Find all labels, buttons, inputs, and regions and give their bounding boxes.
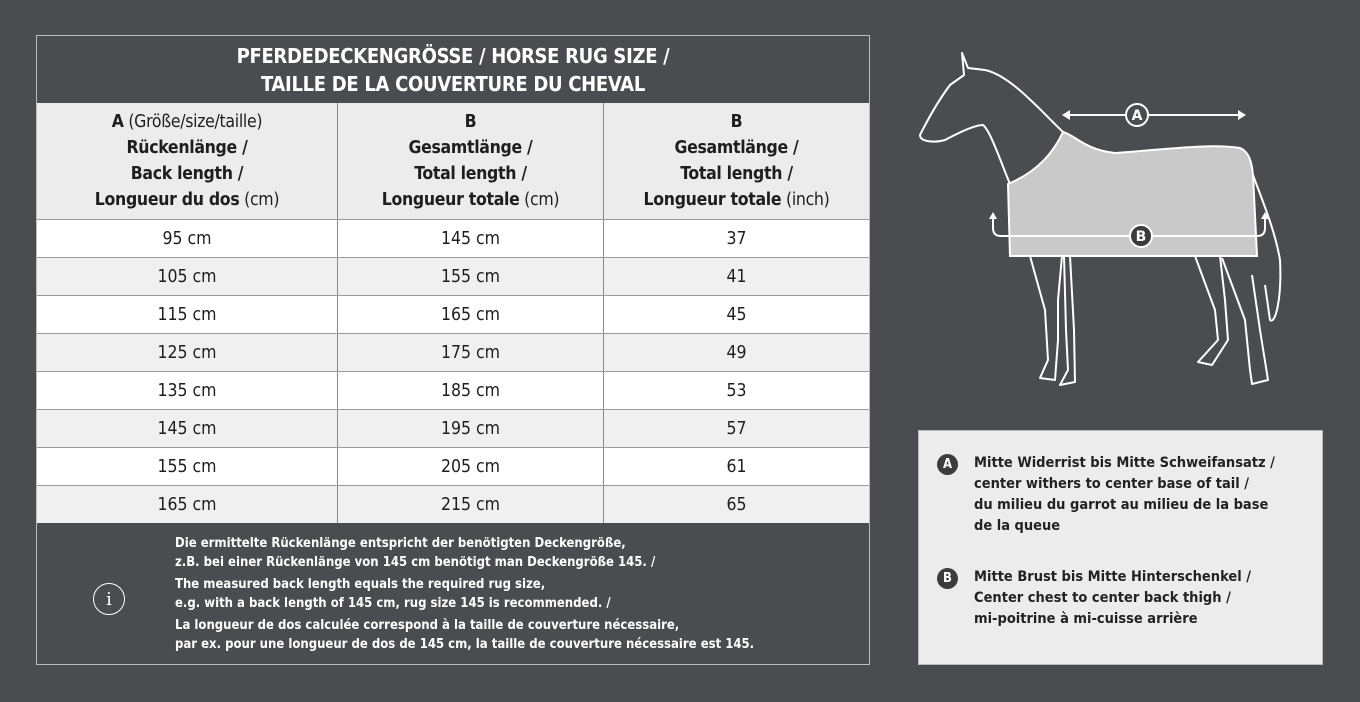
table-cell: 175 cm: [338, 334, 604, 371]
col-label: Back length /: [130, 164, 244, 184]
note-fr: par ex. pour une longueur de dos de 145 …: [175, 637, 755, 652]
measure-a-arrow: [1062, 103, 1246, 127]
col-label: Total length /: [680, 164, 793, 184]
legend-item-a: A Mitte Widerrist bis Mitte Schweifansat…: [937, 453, 1275, 537]
table-cell: 41: [726, 266, 747, 287]
table-row: 95 cm 145 cm 37: [37, 219, 869, 257]
col-unit: (cm): [519, 190, 560, 210]
table-cell: 205 cm: [338, 448, 604, 485]
col-label: Longueur du dos: [94, 190, 240, 210]
table-cell: 45: [726, 304, 747, 325]
title-line: TAILLE DE LA COUVERTURE DU CHEVAL: [261, 71, 645, 96]
table-cell: 115 cm: [37, 296, 338, 333]
badge-a: A: [937, 454, 958, 475]
col-letter: B: [730, 112, 743, 132]
table-cell: 105 cm: [37, 258, 338, 295]
info-icon: i: [93, 583, 125, 615]
legend-line: mi-poitrine à mi-cuisse arrière: [974, 611, 1198, 627]
col-label: Longueur totale: [381, 190, 520, 210]
table-footnote: i Die ermittelte Rückenlänge entspricht …: [37, 523, 869, 664]
note-fr: La longueur de dos calculée correspond à…: [175, 618, 680, 633]
label-b: B: [1136, 229, 1147, 245]
badge-b: B: [937, 568, 958, 589]
table-cell: 145 cm: [37, 410, 338, 447]
table-cell: 37: [726, 228, 747, 249]
col-unit: (inch): [781, 190, 830, 210]
table-row: 125 cm 175 cm 49: [37, 333, 869, 371]
col-label: Gesamtlänge /: [408, 138, 533, 158]
table-cell: 215 cm: [338, 486, 604, 523]
col-note: (Größe/size/taille): [123, 112, 263, 132]
table-cell: 135 cm: [37, 372, 338, 409]
table-row: 135 cm 185 cm 53: [37, 371, 869, 409]
table-cell: 95 cm: [37, 220, 338, 257]
table-header: A (Größe/size/taille) Rückenlänge / Back…: [37, 103, 869, 219]
rug: [1006, 130, 1259, 257]
legend-item-b: B Mitte Brust bis Mitte Hinterschenkel /…: [937, 567, 1251, 630]
col-unit: (cm): [239, 190, 280, 210]
title-line: PFERDEDECKENGRÖSSE / HORSE RUG SIZE /: [236, 43, 670, 68]
table-cell: 125 cm: [37, 334, 338, 371]
legend-line: de la queue: [974, 518, 1061, 534]
table-cell: 145 cm: [338, 220, 604, 257]
legend-line: Center chest to center back thigh /: [974, 590, 1231, 606]
legend-line: Mitte Widerrist bis Mitte Schweifansatz …: [974, 455, 1275, 471]
note-de: z.B. bei einer Rückenlänge von 145 cm be…: [175, 555, 656, 570]
table-cell: 165 cm: [338, 296, 604, 333]
table-row: 155 cm 205 cm 61: [37, 447, 869, 485]
legend-line: du milieu du garrot au milieu de la base: [974, 497, 1269, 513]
col-letter: B: [464, 112, 477, 132]
col-label: Gesamtlänge /: [674, 138, 799, 158]
table-cell: 165 cm: [37, 486, 338, 523]
legend-box: A Mitte Widerrist bis Mitte Schweifansat…: [918, 430, 1323, 665]
table-row: 105 cm 155 cm 41: [37, 257, 869, 295]
table-cell: 65: [726, 494, 747, 515]
table-title: PFERDEDECKENGRÖSSE / HORSE RUG SIZE / TA…: [37, 36, 869, 103]
measure-b-arrow: [989, 212, 1269, 248]
table-body: 95 cm 145 cm 37 105 cm 155 cm 41 115 cm 165 cm 4…: [37, 219, 869, 523]
column-header-total-cm: B Gesamtlänge / Total length / Longueur …: [338, 103, 604, 219]
table-row: 145 cm 195 cm 57: [37, 409, 869, 447]
table-cell: 53: [726, 380, 747, 401]
legend-line: Mitte Brust bis Mitte Hinterschenkel /: [974, 569, 1251, 585]
table-row: 115 cm 165 cm 45: [37, 295, 869, 333]
column-header-back-length: A (Größe/size/taille) Rückenlänge / Back…: [37, 103, 338, 219]
table-cell: 185 cm: [338, 372, 604, 409]
legend-line: center withers to center base of tail /: [974, 476, 1249, 492]
col-label: Rückenlänge /: [126, 138, 248, 158]
label-a: A: [1132, 108, 1143, 124]
col-label: Longueur totale: [643, 190, 782, 210]
table-cell: 155 cm: [338, 258, 604, 295]
column-header-total-inch: B Gesamtlänge / Total length / Longueur …: [604, 103, 869, 219]
table-cell: 61: [726, 456, 747, 477]
table-cell: 49: [726, 342, 747, 363]
table-cell: 155 cm: [37, 448, 338, 485]
col-label: Total length /: [414, 164, 527, 184]
note-en: e.g. with a back length of 145 cm, rug s…: [175, 596, 611, 611]
table-row: 165 cm 215 cm 65: [37, 485, 869, 523]
horse-diagram: A B: [919, 52, 1282, 386]
note-de: Die ermittelte Rückenlänge entspricht de…: [175, 536, 626, 551]
horse-outline: [919, 52, 1282, 386]
col-letter: A: [111, 112, 124, 132]
size-table: PFERDEDECKENGRÖSSE / HORSE RUG SIZE / TA…: [36, 35, 870, 665]
table-cell: 195 cm: [338, 410, 604, 447]
table-cell: 57: [726, 418, 747, 439]
note-en: The measured back length equals the requ…: [175, 577, 546, 592]
